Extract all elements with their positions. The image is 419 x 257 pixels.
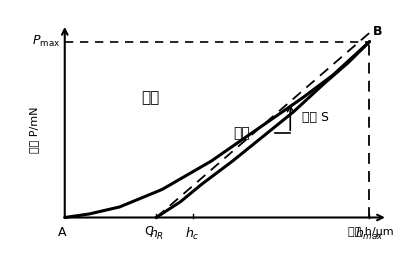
Text: 深度 h/μm: 深度 h/μm [348, 227, 394, 237]
Text: A: A [57, 226, 66, 239]
Text: B: B [372, 25, 382, 38]
Text: C: C [145, 225, 153, 237]
Text: $h_{max}$: $h_{max}$ [355, 225, 384, 242]
Text: $h_c$: $h_c$ [186, 225, 200, 242]
Text: 载荷 P/mN: 载荷 P/mN [29, 106, 39, 153]
Text: 加载: 加载 [141, 90, 159, 105]
Text: 卸载: 卸载 [233, 126, 250, 140]
Text: $h_R$: $h_R$ [149, 225, 164, 242]
Text: $P_{\mathrm{max}}$: $P_{\mathrm{max}}$ [32, 34, 60, 49]
Text: 斜率 S: 斜率 S [303, 111, 329, 124]
